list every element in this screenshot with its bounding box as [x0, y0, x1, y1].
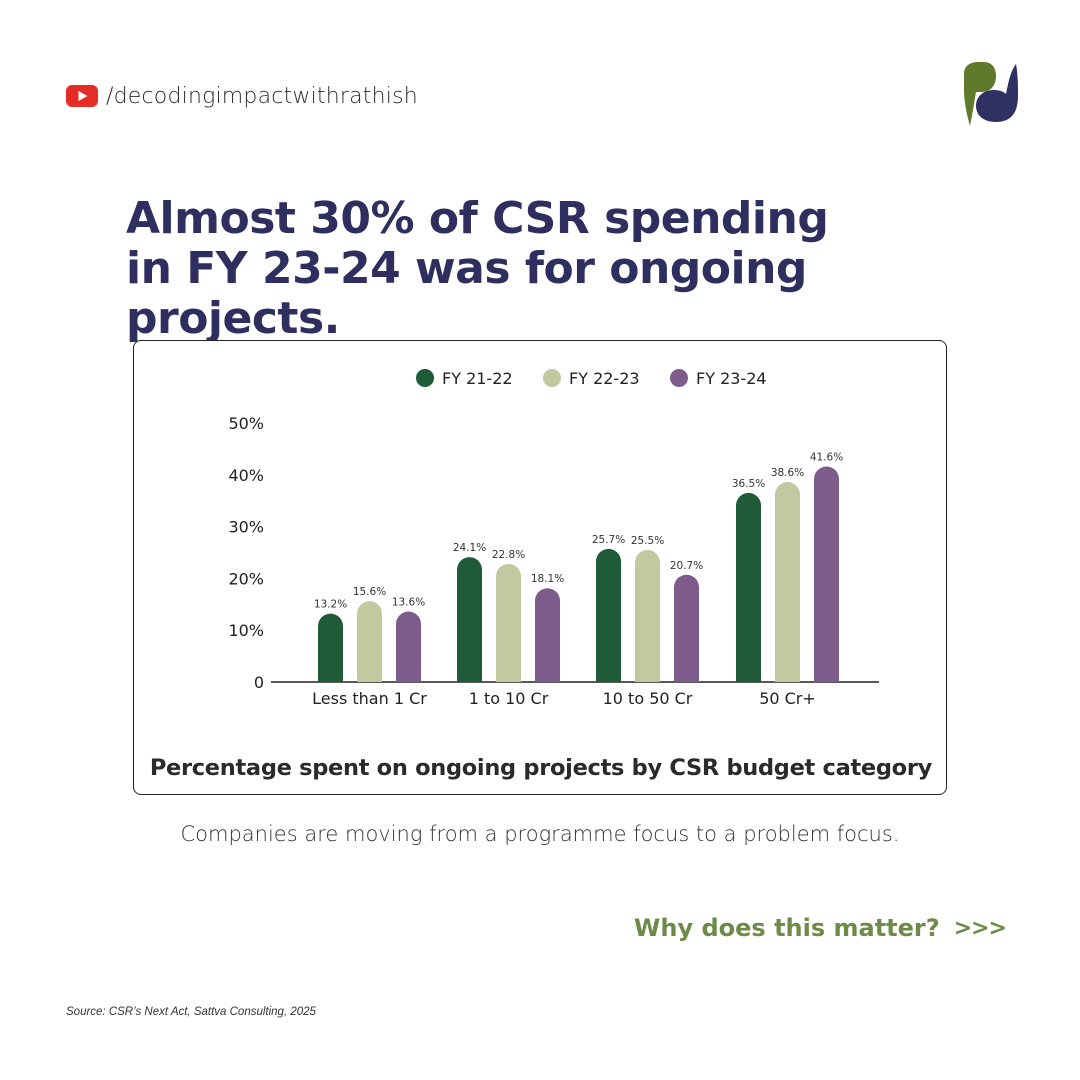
subtitle: Companies are moving from a programme fo…	[180, 822, 900, 846]
page-title-line-2: in FY 23-24 was for ongoing projects.	[126, 243, 807, 344]
bar-1-3	[396, 611, 421, 682]
chart-card: FY 21-22 FY 22-23 FY 23-24 0 10% 20% 30% 40% 50%…	[133, 340, 947, 795]
bar-3-1	[596, 548, 621, 682]
y-tick-label-2: 10%	[228, 621, 264, 640]
data-label-4-2: 38.6%	[771, 467, 804, 479]
x-tick-label-4: 50 Cr+	[759, 689, 816, 708]
data-label-1-2: 15.6%	[353, 586, 386, 598]
data-label-3-2: 25.5%	[631, 535, 664, 547]
bar-4-3	[814, 466, 839, 682]
why-does-this-matter-link[interactable]: Why does this matter? >>>	[633, 914, 1007, 942]
bar-chart: FY 21-22 FY 22-23 FY 23-24 0 10% 20% 30% 40% 50%…	[228, 369, 879, 708]
data-label-4-3: 41.6%	[810, 452, 843, 464]
data-label-1-3: 13.6%	[392, 597, 425, 609]
data-label-1-1: 13.2%	[314, 599, 347, 611]
bar-2-3	[535, 588, 560, 682]
brand-logo-icon	[964, 62, 1018, 126]
legend-label-3: FY 23-24	[696, 369, 767, 388]
data-label-2-1: 24.1%	[453, 542, 486, 554]
bar-3-2	[635, 549, 660, 682]
legend-label-1: FY 21-22	[442, 369, 513, 388]
y-tick-label-5: 40%	[228, 466, 264, 485]
legend-swatch-2	[543, 369, 561, 387]
page-title: Almost 30% of CSR spending in FY 23-24 w…	[126, 194, 986, 344]
cta-label: Why does this matter?	[633, 914, 940, 942]
legend-swatch-1	[416, 369, 434, 387]
youtube-icon	[66, 85, 98, 107]
channel-handle-text: /decodingimpactwithrathish	[106, 83, 418, 109]
bar-1-2	[357, 601, 382, 682]
data-label-2-2: 22.8%	[492, 549, 525, 561]
x-tick-label-2: 1 to 10 Cr	[469, 689, 549, 708]
x-tick-label-3: 10 to 50 Cr	[603, 689, 693, 708]
x-tick-label-1: Less than 1 Cr	[312, 689, 427, 708]
data-label-4-1: 36.5%	[732, 478, 765, 490]
data-label-3-1: 25.7%	[592, 534, 625, 546]
data-label-2-3: 18.1%	[531, 573, 564, 585]
y-tick-label-6: 50%	[228, 414, 264, 433]
bar-1-1	[318, 613, 343, 682]
page-title-line-1: Almost 30% of CSR spending	[126, 193, 829, 244]
bar-4-1	[736, 492, 761, 682]
y-tick-label-4: 30%	[228, 518, 264, 537]
source-note: Source: CSR’s Next Act, Sattva Consultin…	[66, 1006, 316, 1018]
chart-title: Percentage spent on ongoing projects by …	[149, 755, 932, 781]
legend-label-2: FY 22-23	[569, 369, 640, 388]
bar-2-2	[496, 563, 521, 682]
legend-swatch-3	[670, 369, 688, 387]
bar-2-1	[457, 557, 482, 682]
data-label-3-3: 20.7%	[670, 560, 703, 572]
y-tick-label-1: 0	[254, 673, 264, 692]
bar-4-2	[775, 482, 800, 682]
bar-3-3	[674, 574, 699, 682]
chevrons-right-icon: >>>	[953, 915, 1007, 941]
channel-handle[interactable]: /decodingimpactwithrathish	[66, 82, 418, 110]
y-tick-label-3: 20%	[228, 569, 264, 588]
